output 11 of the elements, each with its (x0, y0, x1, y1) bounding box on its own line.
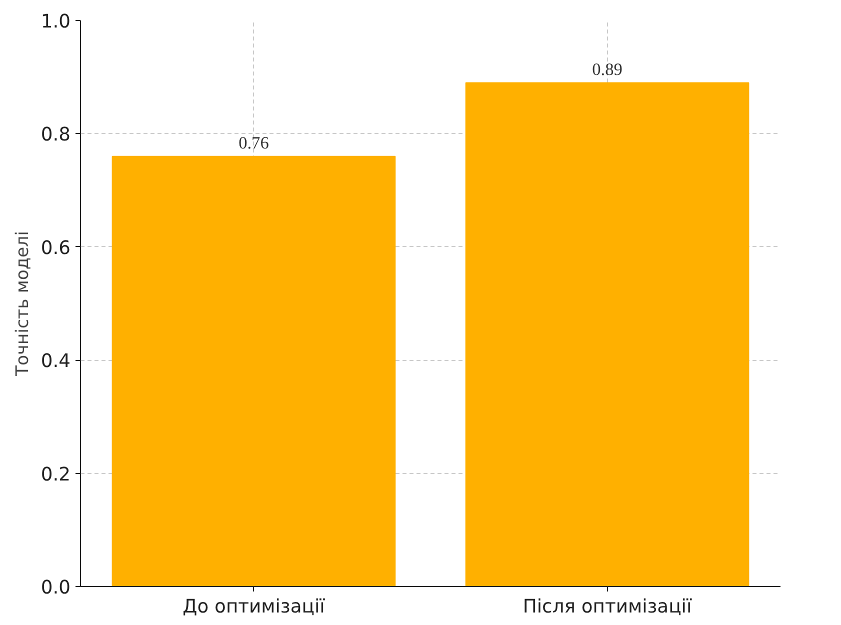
data-label: 0.89 (592, 60, 622, 79)
y-axis-title: Точність моделі (12, 230, 33, 378)
y-tick-label: 0.2 (40, 464, 70, 486)
y-tick-label: 0.4 (40, 351, 70, 372)
y-tick-label: 0.8 (40, 124, 70, 146)
y-tick-label: 0.0 (40, 578, 70, 598)
x-tick-label: Після оптимізації (522, 596, 692, 618)
y-tick-label: 0.6 (40, 238, 70, 259)
data-label: 0.76 (238, 133, 270, 152)
x-tick-label: До оптимізації (182, 596, 326, 618)
y-tick-label: 1.0 (40, 12, 70, 32)
